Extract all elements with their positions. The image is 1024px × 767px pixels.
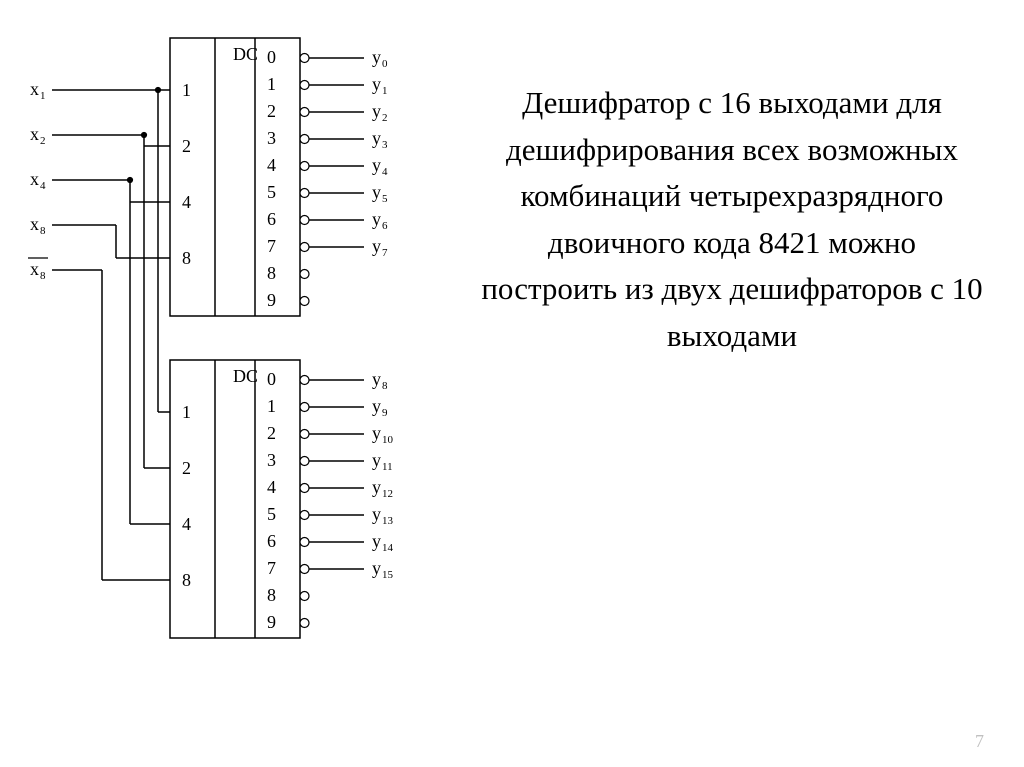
- svg-text:8: 8: [182, 248, 191, 268]
- description-text: Дешифратор с 16 выходами для дешифрирова…: [460, 0, 1024, 767]
- page-number: 7: [975, 731, 984, 752]
- svg-text:y: y: [372, 396, 381, 416]
- svg-text:x: x: [30, 214, 39, 234]
- svg-text:0: 0: [382, 58, 388, 70]
- svg-text:9: 9: [267, 290, 276, 310]
- svg-text:y: y: [372, 236, 381, 256]
- svg-text:x: x: [30, 169, 39, 189]
- svg-text:9: 9: [382, 407, 388, 419]
- svg-text:6: 6: [382, 220, 388, 232]
- svg-text:9: 9: [267, 612, 276, 632]
- svg-text:y: y: [372, 128, 381, 148]
- svg-text:2: 2: [382, 112, 388, 124]
- svg-text:8: 8: [40, 270, 46, 282]
- svg-text:8: 8: [267, 585, 276, 605]
- svg-text:2: 2: [182, 458, 191, 478]
- svg-text:3: 3: [267, 128, 276, 148]
- svg-text:11: 11: [382, 461, 393, 473]
- svg-text:y: y: [372, 558, 381, 578]
- svg-text:0: 0: [267, 369, 276, 389]
- svg-text:4: 4: [40, 180, 46, 192]
- svg-text:4: 4: [267, 155, 276, 175]
- svg-text:1: 1: [382, 85, 388, 97]
- svg-text:2: 2: [267, 101, 276, 121]
- svg-text:8: 8: [182, 570, 191, 590]
- svg-text:DC: DC: [233, 44, 258, 64]
- svg-text:14: 14: [382, 542, 394, 554]
- svg-text:0: 0: [267, 47, 276, 67]
- svg-text:x: x: [30, 259, 39, 279]
- svg-text:5: 5: [267, 504, 276, 524]
- svg-text:2: 2: [40, 135, 46, 147]
- svg-text:6: 6: [267, 209, 276, 229]
- svg-text:y: y: [372, 74, 381, 94]
- svg-text:10: 10: [382, 434, 394, 446]
- decoder-schematic: DC0y01y12y23y34y45y56y67y7891248DC0y81y9…: [0, 0, 460, 740]
- svg-text:4: 4: [182, 192, 191, 212]
- svg-text:y: y: [372, 155, 381, 175]
- svg-text:7: 7: [267, 558, 276, 578]
- svg-text:8: 8: [382, 380, 388, 392]
- svg-text:y: y: [372, 369, 381, 389]
- svg-text:4: 4: [267, 477, 276, 497]
- svg-text:5: 5: [267, 182, 276, 202]
- svg-text:DC: DC: [233, 366, 258, 386]
- svg-text:1: 1: [267, 74, 276, 94]
- svg-text:15: 15: [382, 569, 394, 581]
- svg-text:8: 8: [267, 263, 276, 283]
- svg-text:13: 13: [382, 515, 394, 527]
- svg-text:7: 7: [267, 236, 276, 256]
- svg-text:2: 2: [267, 423, 276, 443]
- svg-text:12: 12: [382, 488, 393, 500]
- svg-text:y: y: [372, 101, 381, 121]
- svg-text:1: 1: [182, 402, 191, 422]
- svg-text:1: 1: [40, 90, 46, 102]
- svg-text:3: 3: [382, 139, 388, 151]
- svg-text:4: 4: [182, 514, 191, 534]
- svg-text:y: y: [372, 477, 381, 497]
- svg-text:3: 3: [267, 450, 276, 470]
- svg-text:7: 7: [382, 247, 388, 259]
- svg-text:4: 4: [382, 166, 388, 178]
- svg-text:1: 1: [182, 80, 191, 100]
- svg-text:y: y: [372, 531, 381, 551]
- svg-text:y: y: [372, 209, 381, 229]
- svg-text:y: y: [372, 182, 381, 202]
- svg-text:6: 6: [267, 531, 276, 551]
- svg-text:y: y: [372, 450, 381, 470]
- svg-text:x: x: [30, 79, 39, 99]
- svg-text:x: x: [30, 124, 39, 144]
- svg-text:y: y: [372, 504, 381, 524]
- svg-text:2: 2: [182, 136, 191, 156]
- svg-text:y: y: [372, 423, 381, 443]
- svg-text:y: y: [372, 47, 381, 67]
- svg-text:8: 8: [40, 225, 46, 237]
- svg-text:1: 1: [267, 396, 276, 416]
- svg-text:5: 5: [382, 193, 388, 205]
